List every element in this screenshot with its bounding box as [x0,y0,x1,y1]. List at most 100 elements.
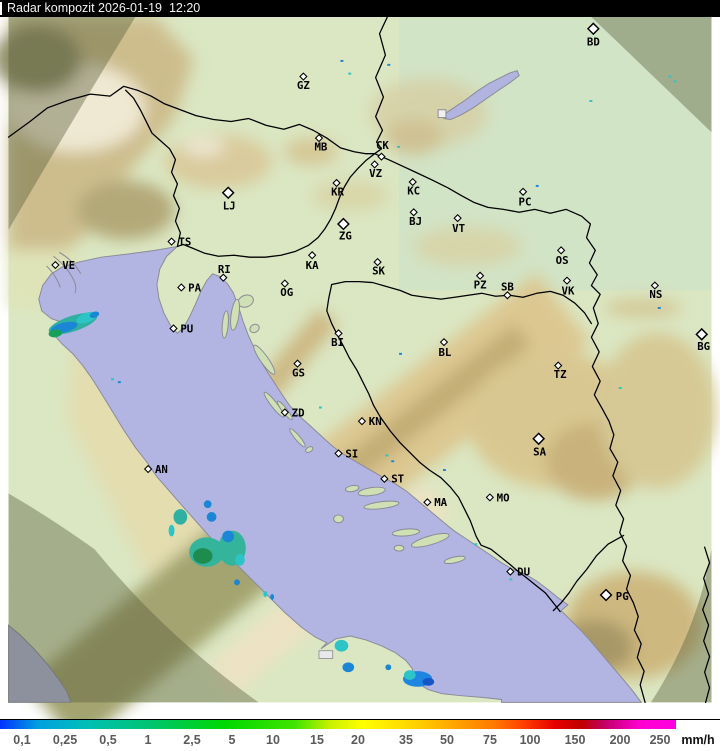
city-marker-ts [167,237,176,246]
city-label-ma: MA [434,496,447,509]
radar-echo-speck [618,387,622,389]
scale-tick-labels: 0,1 0,25 0,5 1 2,5 5 10 15 20 35 50 75 100 150 200 250 m… [0,729,720,751]
city-label-vk: VK [562,284,575,297]
city-marker-lj [221,186,235,200]
city-marker-ma [423,498,432,507]
radar-echo-speck [385,454,389,457]
balaton-west-artifact [437,109,447,119]
city-label-kc: KC [407,185,420,198]
radar-echo [263,591,268,597]
city-marker-du [506,567,515,576]
radar-echo [422,677,435,686]
scale-tick-200: 200 [609,733,631,747]
city-marker-si [334,449,343,458]
city-marker-st [380,474,389,483]
radar-echo [342,662,355,673]
city-markers-layer: GZ BD MB CK VZ KR KC PC BJ VT LJ ZG TS OS KA VE RI SK PZ PA… [51,22,710,603]
title-bar: Radar kompozit 2026-01-19 12:20 [0,0,720,17]
city-label-gz: GZ [297,79,310,92]
city-label-bj: BJ [409,215,422,228]
scale-tick-150: 150 [564,733,586,747]
city-label-pa: PA [188,281,201,294]
venice-lagoon [46,251,82,294]
city-label-lj: LJ [223,199,236,212]
radar-echo-speck [111,378,114,381]
out-of-range-overlay [8,17,712,703]
city-marker-ka [307,251,317,260]
title-text: Radar kompozit 2026-01-19 12:20 [7,0,200,17]
city-label-vz: VZ [369,167,382,180]
scale-tick-50: 50 [440,733,454,747]
city-marker-vt [453,213,462,223]
lake-balaton [443,70,520,121]
scale-tick-250: 250 [649,733,671,747]
radar-echo [206,512,217,522]
city-label-zd: ZD [292,406,305,419]
time-label: 12:20 [168,1,201,15]
city-marker-pc [518,187,528,196]
city-label-vt: VT [452,222,465,235]
city-label-ns: NS [649,288,662,301]
radar-echo-speck [657,306,661,309]
radar-echo-speck [340,59,344,62]
scale-tick-0_25: 0,25 [52,733,78,747]
city-marker-ns [650,281,660,290]
city-marker-sk [373,257,382,267]
dalmatian-islands [221,294,466,564]
app-title: Radar kompozit [7,1,95,15]
city-label-zg: ZG [339,230,352,243]
city-marker-gz [299,72,308,81]
city-label-sk: SK [372,265,385,278]
precipitation-scale-bar [0,720,676,729]
city-marker-pg [599,588,613,602]
radar-echo-speck [589,99,593,102]
city-marker-sa [532,432,546,446]
city-marker-vz [370,160,379,169]
city-label-pg: PG [616,590,629,603]
scale-tick-0_1: 0,1 [13,733,31,747]
scale-tick-15: 15 [310,733,324,747]
radar-map: GZ BD MB CK VZ KR KC PC BJ VT LJ ZG TS OS KA VE RI SK PZ PA… [0,16,720,747]
radar-echo [334,639,349,652]
radar-echo [203,500,212,509]
date-label: 2026-01-19 [98,1,162,15]
scale-bar-spacer [676,720,720,729]
city-label-ck: CK [376,139,389,152]
radar-echo-speck [348,72,352,75]
city-label-si: SI [345,447,358,460]
radar-echo-speck [117,381,121,384]
radar-echo [385,664,392,671]
country-borders [7,16,711,704]
radar-echo-speck [474,543,478,546]
city-label-ka: KA [306,259,319,272]
city-label-ri: RI [218,263,231,276]
city-marker-bd [586,22,600,36]
city-marker-mo [485,493,495,502]
adriatic-sea [38,245,643,703]
scale-tick-20: 20 [351,733,365,747]
city-label-mo: MO [497,491,510,504]
city-marker-an [143,464,153,474]
city-label-du: DU [517,565,530,578]
radar-gap-artifact [318,650,334,659]
city-marker-pz [475,271,485,280]
radar-echo-speck [318,406,322,409]
radar-echo-speck [391,460,395,463]
titlebar-tick [0,2,2,15]
scale-tick-75: 75 [483,733,497,747]
city-label-og: OG [280,286,293,299]
city-marker-zd [280,408,289,417]
city-label-os: OS [556,254,569,267]
radar-echo [235,553,245,566]
radar-echo [168,524,175,537]
scale-tick-5: 5 [228,733,236,747]
city-label-kr: KR [331,186,344,199]
scale-tick-2_5: 2,5 [183,733,201,747]
scale-tick-100: 100 [519,733,541,747]
city-marker-bi [334,329,343,338]
city-marker-ri [219,273,228,282]
city-marker-tz [554,361,563,370]
radar-echo-speck [442,469,446,472]
city-marker-og [280,279,289,288]
